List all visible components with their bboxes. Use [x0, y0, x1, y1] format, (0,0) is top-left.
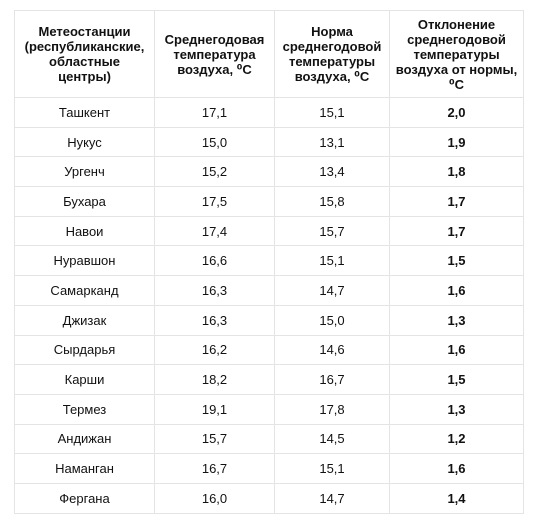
table-row: Фергана 16,0 14,7 1,4	[14, 482, 524, 514]
table-row: Ургенч 15,2 13,4 1,8	[14, 156, 524, 188]
cell-deviation: 1,2	[389, 423, 524, 455]
cell-norm-temp: 16,7	[274, 364, 390, 395]
cell-norm-temp: 15,1	[274, 97, 390, 128]
cell-norm-temp: 14,7	[274, 275, 390, 306]
table-row: Джизак 16,3 15,0 1,3	[14, 304, 524, 336]
cell-avg-temp: 15,2	[154, 156, 275, 188]
cell-avg-temp: 16,7	[154, 453, 275, 484]
table-row: Нуравшон 16,6 15,1 1,5	[14, 245, 524, 277]
table-row: Наманган 16,7 15,1 1,6	[14, 453, 524, 484]
cell-avg-temp: 18,2	[154, 364, 275, 395]
cell-deviation: 1,6	[389, 453, 524, 484]
cell-norm-temp: 14,7	[274, 482, 390, 514]
cell-station: Сырдарья	[14, 334, 155, 366]
table-header: Метеостанции (республиканские, областные…	[14, 10, 524, 98]
table-row: Сырдарья 16,2 14,6 1,6	[14, 334, 524, 366]
cell-station: Наманган	[14, 453, 155, 484]
cell-avg-temp: 16,3	[154, 275, 275, 306]
table-row: Термез 19,1 17,8 1,3	[14, 393, 524, 425]
cell-norm-temp: 15,8	[274, 186, 390, 217]
cell-deviation: 1,6	[389, 275, 524, 306]
cell-deviation: 1,8	[389, 156, 524, 188]
cell-station: Самарканд	[14, 275, 155, 306]
table-row: Ташкент 17,1 15,1 2,0	[14, 97, 524, 128]
header-avg-temp: Среднегодовая температура воздуха, ⁰С	[154, 10, 275, 98]
cell-station: Бухара	[14, 186, 155, 217]
cell-avg-temp: 17,1	[154, 97, 275, 128]
cell-deviation: 1,5	[389, 364, 524, 395]
cell-deviation: 1,9	[389, 126, 524, 158]
cell-norm-temp: 15,1	[274, 453, 390, 484]
table-row: Нукус 15,0 13,1 1,9	[14, 126, 524, 158]
cell-deviation: 2,0	[389, 97, 524, 128]
table-container: Метеостанции (республиканские, областные…	[14, 10, 524, 514]
table-row: Бухара 17,5 15,8 1,7	[14, 186, 524, 217]
cell-avg-temp: 16,2	[154, 334, 275, 366]
cell-norm-temp: 13,1	[274, 126, 390, 158]
cell-deviation: 1,5	[389, 245, 524, 277]
cell-station: Андижан	[14, 423, 155, 455]
cell-norm-temp: 14,5	[274, 423, 390, 455]
cell-norm-temp: 17,8	[274, 393, 390, 425]
table-row: Самарканд 16,3 14,7 1,6	[14, 275, 524, 306]
header-deviation: Отклонение среднегодовой температуры воз…	[389, 10, 524, 98]
cell-norm-temp: 15,0	[274, 304, 390, 336]
table-row: Карши 18,2 16,7 1,5	[14, 364, 524, 395]
cell-station: Нуравшон	[14, 245, 155, 277]
cell-avg-temp: 19,1	[154, 393, 275, 425]
cell-deviation: 1,6	[389, 334, 524, 366]
cell-station: Джизак	[14, 304, 155, 336]
table-row: Андижан 15,7 14,5 1,2	[14, 423, 524, 455]
cell-norm-temp: 15,7	[274, 215, 390, 247]
cell-station: Навои	[14, 215, 155, 247]
cell-station: Нукус	[14, 126, 155, 158]
cell-avg-temp: 16,0	[154, 482, 275, 514]
cell-avg-temp: 17,5	[154, 186, 275, 217]
cell-norm-temp: 15,1	[274, 245, 390, 277]
cell-station: Ташкент	[14, 97, 155, 128]
cell-station: Фергана	[14, 482, 155, 514]
header-row: Метеостанции (республиканские, областные…	[14, 10, 524, 98]
cell-station: Карши	[14, 364, 155, 395]
cell-avg-temp: 15,0	[154, 126, 275, 158]
cell-deviation: 1,7	[389, 186, 524, 217]
header-station: Метеостанции (республиканские, областные…	[14, 10, 155, 98]
cell-avg-temp: 16,3	[154, 304, 275, 336]
cell-station: Ургенч	[14, 156, 155, 188]
cell-avg-temp: 16,6	[154, 245, 275, 277]
temperature-table: Метеостанции (республиканские, областные…	[14, 10, 524, 514]
cell-avg-temp: 15,7	[154, 423, 275, 455]
cell-deviation: 1,3	[389, 304, 524, 336]
cell-deviation: 1,4	[389, 482, 524, 514]
cell-deviation: 1,3	[389, 393, 524, 425]
table-body: Ташкент 17,1 15,1 2,0 Нукус 15,0 13,1 1,9 Ургенч…	[14, 97, 524, 514]
cell-norm-temp: 14,6	[274, 334, 390, 366]
cell-avg-temp: 17,4	[154, 215, 275, 247]
header-norm-temp: Норма среднегодовой температуры воздуха,…	[274, 10, 390, 98]
table-row: Навои 17,4 15,7 1,7	[14, 215, 524, 247]
cell-norm-temp: 13,4	[274, 156, 390, 188]
cell-deviation: 1,7	[389, 215, 524, 247]
cell-station: Термез	[14, 393, 155, 425]
